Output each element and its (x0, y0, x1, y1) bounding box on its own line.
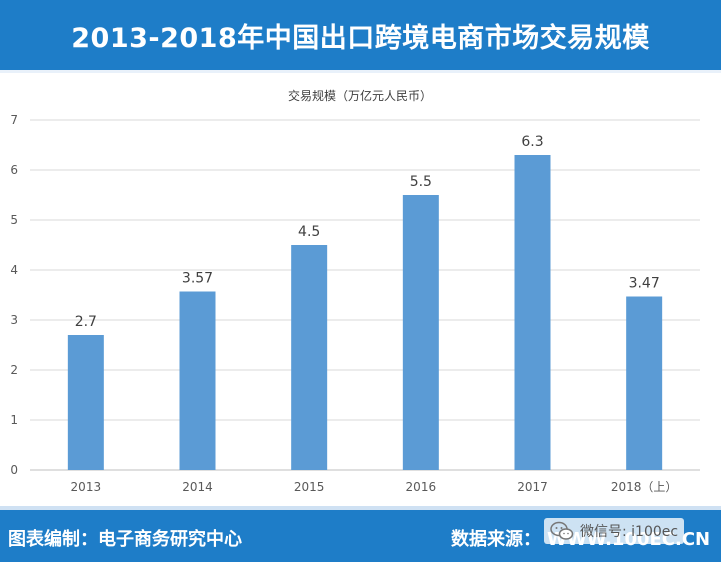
footer-compiler: 图表编制：电子商务研究中心 (8, 525, 242, 551)
y-tick-label: 3 (10, 313, 18, 327)
x-tick-label: 2018（上） (611, 480, 678, 494)
x-tick-label: 2015 (294, 480, 325, 494)
data-label: 6.3 (521, 134, 543, 150)
data-label: 3.57 (182, 271, 213, 287)
data-label: 2.7 (75, 314, 97, 330)
y-axis: 0 1 2 3 4 5 6 7 (10, 113, 18, 477)
data-label: 3.47 (629, 276, 660, 292)
y-tick-label: 6 (10, 163, 18, 177)
bar (291, 245, 328, 470)
bar-chart: 交易规模（万亿元人民币） 0 1 2 3 4 5 6 7 2.7 3.57 4.5 5.5 6.3 3.… (10, 88, 700, 494)
data-label: 4.5 (298, 224, 320, 240)
x-tick-label: 2014 (182, 480, 213, 494)
bar (179, 291, 216, 470)
wechat-icon (550, 521, 574, 540)
wechat-watermark: 微信号: i100ec (544, 518, 685, 544)
chart-header: 2013-2018年中国出口跨境电商市场交易规模 (0, 0, 721, 73)
data-label: 5.5 (410, 174, 432, 190)
chart-title: 交易规模（万亿元人民币） (288, 88, 432, 103)
footer: 图表编制：电子商务研究中心 数据来源：WWW.100EC.CN (0, 506, 721, 562)
watermark-text: 微信号: i100ec (580, 524, 679, 540)
compiler-name: 电子商务研究中心 (98, 529, 242, 550)
y-tick-label: 2 (10, 363, 18, 377)
y-tick-label: 5 (10, 213, 18, 227)
y-tick-label: 7 (10, 113, 18, 127)
bar (67, 335, 104, 470)
y-tick-label: 1 (10, 413, 18, 427)
x-axis: 2013 2014 2015 2016 2017 2018（上） (71, 480, 678, 494)
bar (402, 195, 439, 470)
data-labels: 2.7 3.57 4.5 5.5 6.3 3.47 (75, 134, 660, 330)
bar (514, 155, 551, 470)
compiler-label: 图表编制： (8, 529, 98, 550)
source-label: 数据来源： (451, 529, 541, 550)
chart-area: 交易规模（万亿元人民币） 0 1 2 3 4 5 6 7 2.7 3.57 4.5 5.5 6.3 3.… (0, 73, 721, 506)
y-tick-label: 0 (10, 463, 18, 477)
x-tick-label: 2016 (406, 480, 437, 494)
x-tick-label: 2017 (517, 480, 548, 494)
y-tick-label: 4 (10, 263, 18, 277)
page-title: 2013-2018年中国出口跨境电商市场交易规模 (71, 22, 650, 54)
gridlines (30, 119, 700, 471)
x-tick-label: 2013 (71, 480, 102, 494)
bars (67, 155, 663, 470)
bar (626, 296, 663, 470)
